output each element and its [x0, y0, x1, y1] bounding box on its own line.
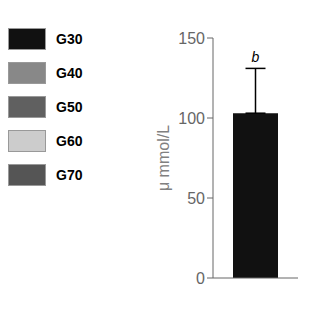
html-text:G60: G60: [56, 133, 83, 149]
svg-text:50: 50: [187, 190, 205, 207]
svg-text:0: 0: [196, 270, 205, 287]
html-text:G50: G50: [56, 99, 83, 115]
svg-text:100: 100: [178, 110, 205, 127]
html-text:G70: G70: [56, 167, 83, 183]
svg-text:b: b: [252, 49, 260, 65]
svg-text:μ mmol/L: μ mmol/L: [155, 125, 172, 191]
svg-text:150: 150: [178, 30, 205, 47]
html-text:G40: G40: [56, 65, 83, 81]
html-text:G30: G30: [56, 31, 83, 47]
